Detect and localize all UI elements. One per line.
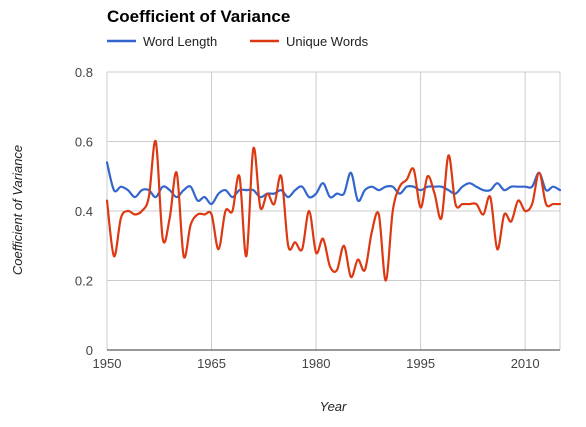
chart-title: Coefficient of Variance — [107, 7, 290, 26]
x-axis-title: Year — [320, 399, 347, 414]
y-tick-label: 0.4 — [75, 204, 93, 219]
x-tick-label: 1995 — [406, 356, 435, 371]
y-tick-label: 0 — [86, 343, 93, 358]
legend-label-unique-words: Unique Words — [286, 34, 369, 49]
series-line-word-length[interactable] — [105, 161, 562, 206]
x-tick-label: 1980 — [302, 356, 331, 371]
x-tick-label: 1965 — [197, 356, 226, 371]
x-tick-label: 1950 — [93, 356, 122, 371]
gridlines — [106, 71, 561, 350]
legend-item-word-length[interactable]: Word Length — [107, 34, 217, 49]
legend-label-word-length: Word Length — [143, 34, 217, 49]
y-tick-label: 0.8 — [75, 65, 93, 80]
series-lines — [105, 140, 562, 282]
x-axis-tick-labels: 1950 1965 1980 1995 2010 — [93, 356, 540, 371]
y-tick-label: 0.6 — [75, 135, 93, 150]
legend: Word Length Unique Words — [107, 34, 369, 49]
y-tick-label: 0.2 — [75, 274, 93, 289]
y-axis-title: Coefficient of Variance — [10, 145, 25, 275]
x-tick-label: 2010 — [511, 356, 540, 371]
series-line-unique-words[interactable] — [105, 140, 562, 282]
y-axis-tick-labels: 0 0.2 0.4 0.6 0.8 — [75, 65, 93, 358]
legend-item-unique-words[interactable]: Unique Words — [250, 34, 369, 49]
